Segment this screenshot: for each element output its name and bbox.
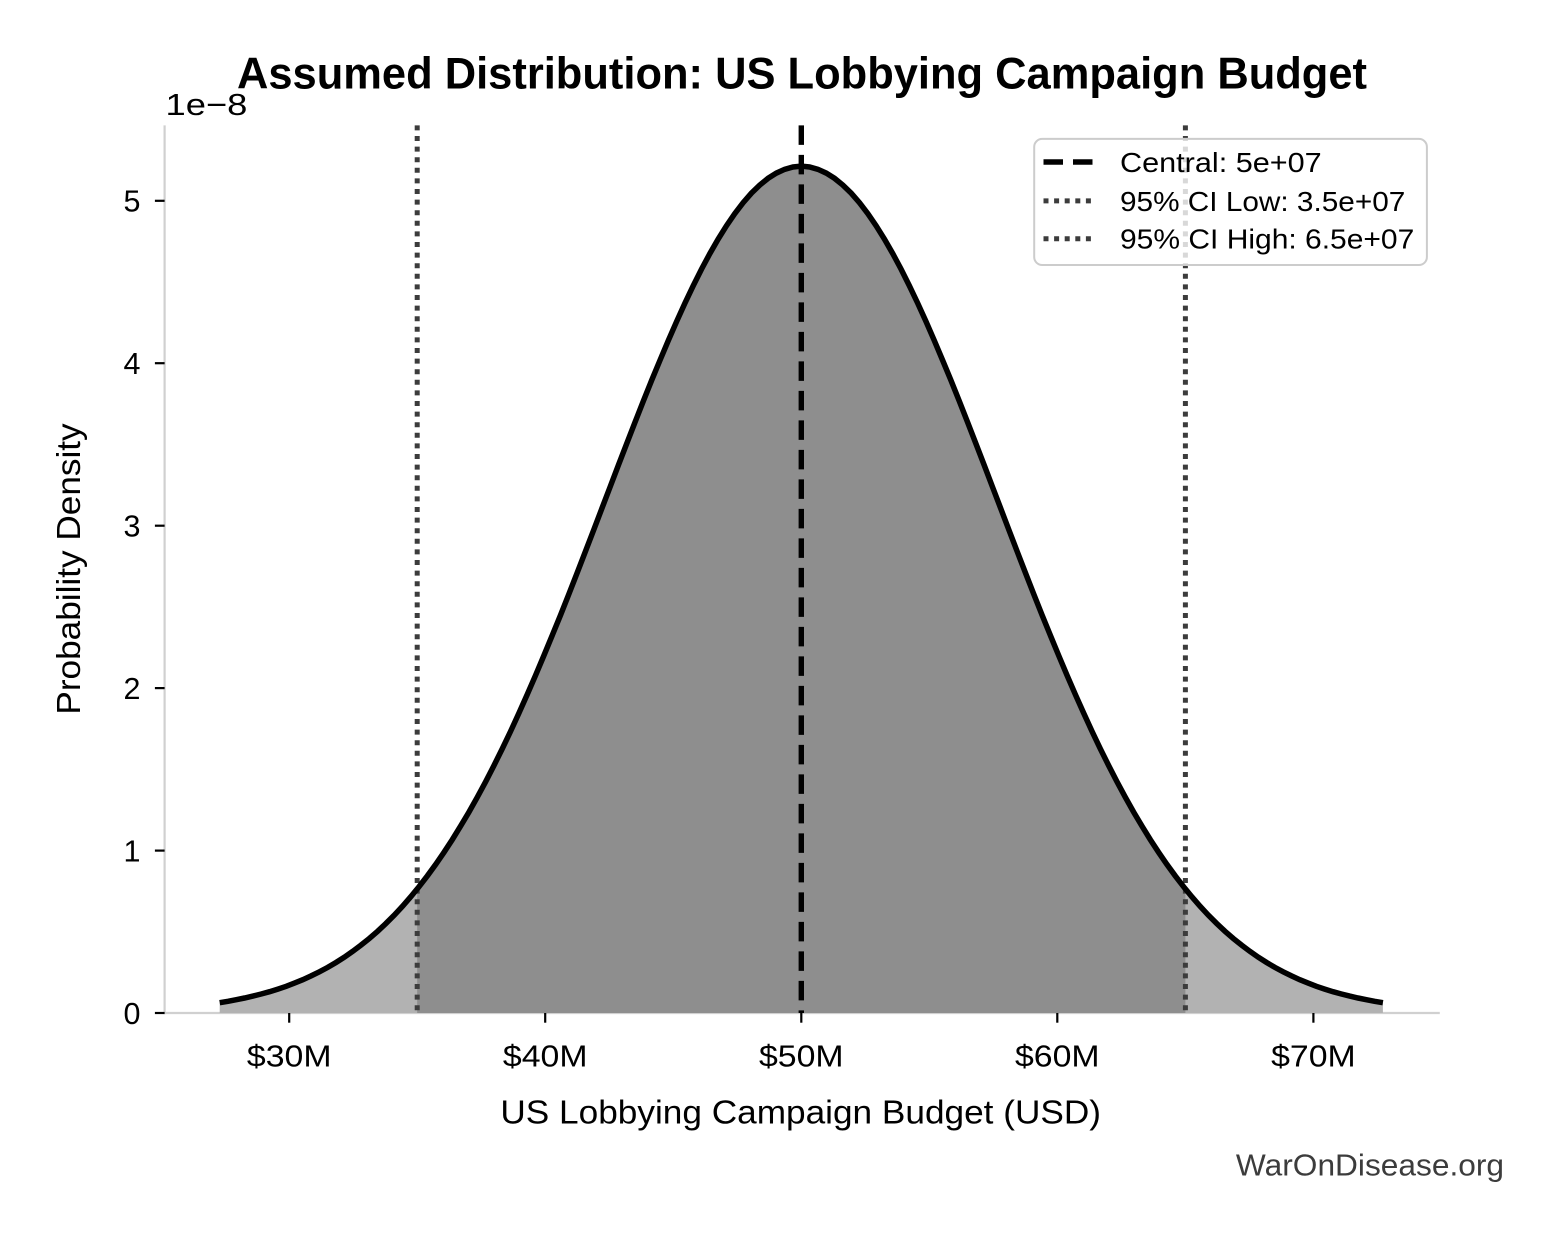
svg-text:WarOnDisease.org: WarOnDisease.org: [1236, 1148, 1504, 1182]
svg-text:3: 3: [124, 510, 141, 544]
svg-text:US Lobbying Campaign Budget (U: US Lobbying Campaign Budget (USD): [500, 1095, 1101, 1132]
svg-text:$70M: $70M: [1271, 1039, 1356, 1073]
svg-text:1: 1: [124, 835, 141, 869]
svg-text:0: 0: [124, 997, 141, 1031]
svg-text:95% CI High: 6.5e+07: 95% CI High: 6.5e+07: [1120, 224, 1414, 255]
svg-text:2: 2: [124, 672, 141, 706]
svg-text:$60M: $60M: [1015, 1039, 1100, 1073]
svg-text:Assumed Distribution: US Lobby: Assumed Distribution: US Lobbying Campai…: [237, 49, 1367, 98]
svg-text:Probability Density: Probability Density: [51, 423, 88, 715]
svg-text:95% CI Low: 3.5e+07: 95% CI Low: 3.5e+07: [1120, 186, 1405, 217]
svg-text:$30M: $30M: [247, 1039, 332, 1073]
svg-text:5: 5: [124, 185, 141, 219]
svg-text:$40M: $40M: [503, 1039, 588, 1073]
svg-text:1e−8: 1e−8: [166, 88, 248, 122]
svg-text:4: 4: [124, 347, 141, 381]
svg-text:Central: 5e+07: Central: 5e+07: [1120, 147, 1322, 178]
svg-text:$50M: $50M: [759, 1039, 844, 1073]
